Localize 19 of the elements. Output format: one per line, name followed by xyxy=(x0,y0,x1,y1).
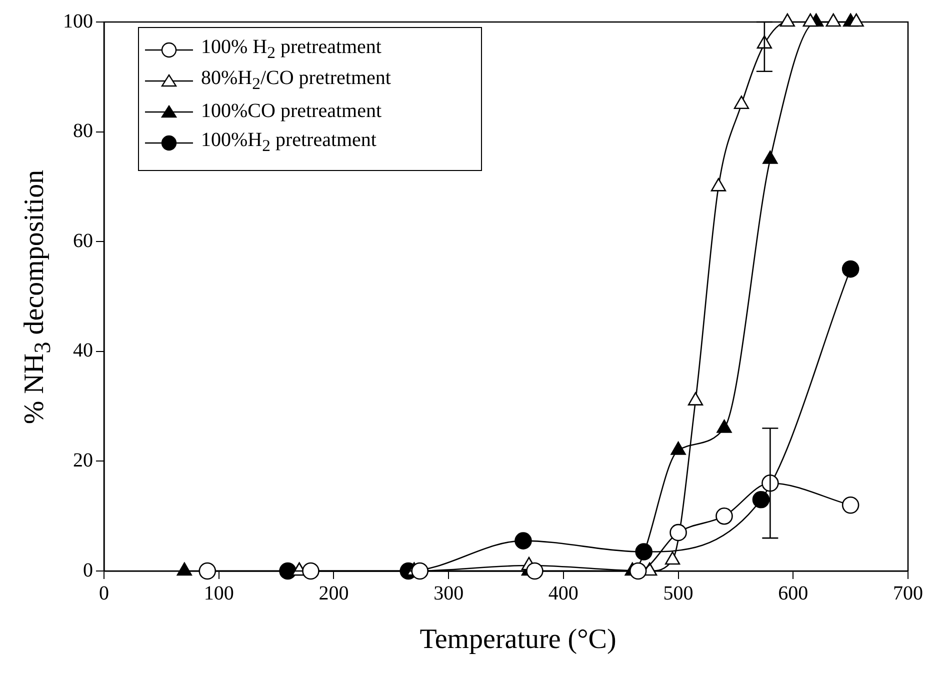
x-tick-label: 100 xyxy=(204,582,234,604)
x-tick-label: 400 xyxy=(548,582,578,604)
y-tick-label: 80 xyxy=(73,120,93,142)
y-tick-label: 40 xyxy=(73,340,93,362)
x-tick-label: 600 xyxy=(778,582,808,604)
legend-label: 80%H$_{2}$/CO pretretment xyxy=(201,67,391,94)
x-tick-label: 700 xyxy=(893,582,923,604)
y-tick-label: 0 xyxy=(83,559,93,582)
x-tick-label: 500 xyxy=(663,582,694,604)
x-axis-title: Temperature (°C) xyxy=(420,624,616,656)
y-tick-label: 100 xyxy=(63,10,93,32)
legend-label: 100%H$_{2}$ pretreatment xyxy=(201,129,376,156)
y-tick-label: 60 xyxy=(73,230,93,252)
legend-label: 100%CO pretreatment xyxy=(201,100,382,123)
legend-label: 100% H$_{2}$ pretreatment xyxy=(201,36,382,63)
x-tick-label: 0 xyxy=(99,582,109,604)
y-tick-label: 20 xyxy=(73,449,93,472)
x-tick-label: 200 xyxy=(318,582,349,604)
x-tick-label: 300 xyxy=(434,582,464,604)
